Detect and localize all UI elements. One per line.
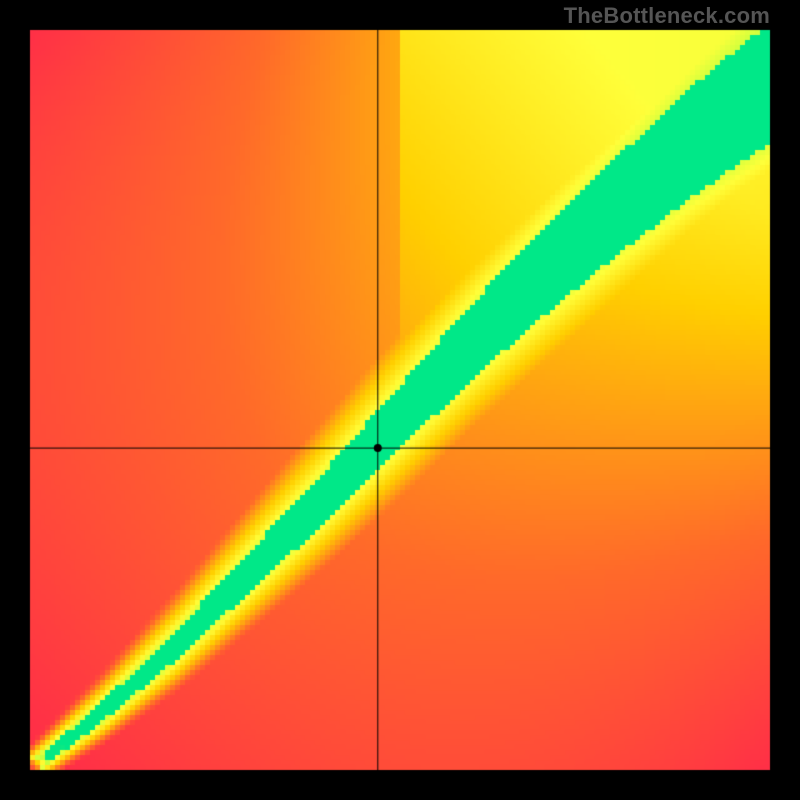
chart-container: TheBottleneck.com — [0, 0, 800, 800]
heatmap-canvas — [0, 0, 800, 800]
watermark-text: TheBottleneck.com — [564, 3, 770, 29]
